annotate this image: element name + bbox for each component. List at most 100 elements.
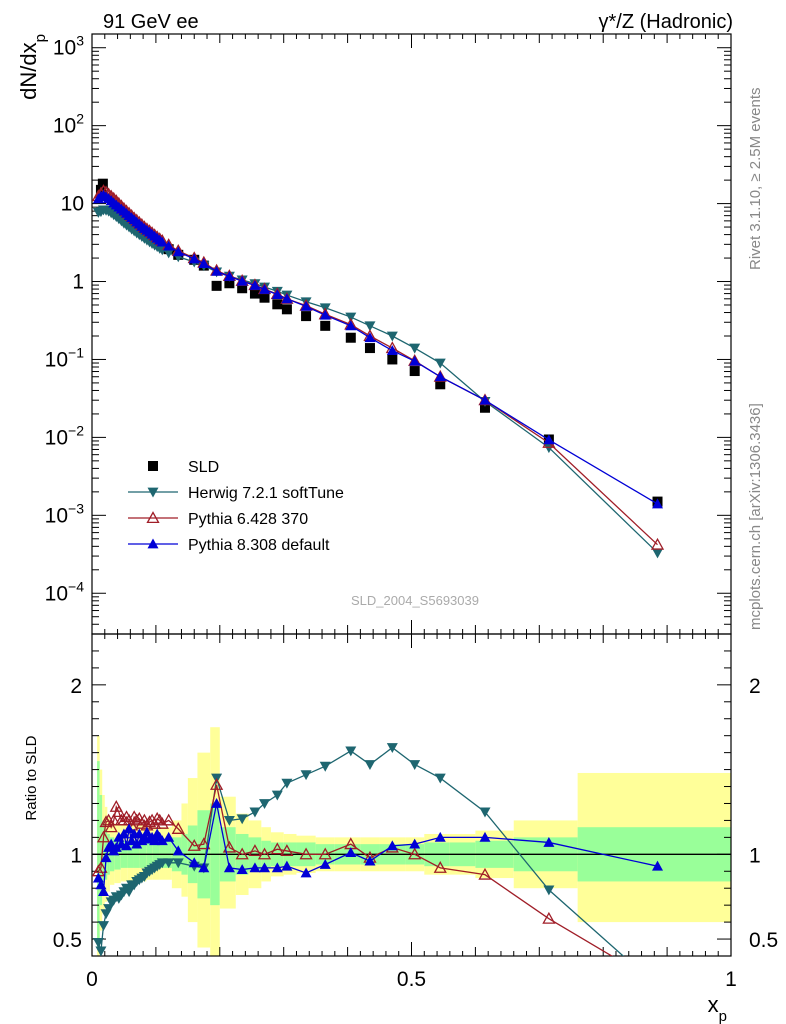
ratio-y-tick-label-right: 1 bbox=[749, 844, 761, 867]
ratio-y-axis-label: Ratio to SLD bbox=[23, 735, 40, 820]
data-point bbox=[162, 813, 176, 826]
legend-marker bbox=[148, 461, 158, 471]
data-point bbox=[318, 847, 332, 860]
data-point bbox=[235, 847, 249, 860]
band-inner-bin bbox=[102, 820, 105, 892]
data-point bbox=[249, 807, 261, 818]
y-tick-label: 1 bbox=[72, 271, 84, 294]
data-point bbox=[156, 835, 168, 846]
data-point bbox=[107, 813, 121, 826]
right-title: γ*/Z (Hadronic) bbox=[599, 11, 733, 33]
y-tick-label: 10−2 bbox=[45, 422, 85, 449]
y-tick-label: 10−3 bbox=[45, 500, 85, 527]
data-marks bbox=[91, 178, 731, 956]
data-point bbox=[479, 831, 491, 842]
data-point bbox=[271, 862, 283, 873]
ratio-y-tick-label: 2 bbox=[70, 675, 82, 698]
data-point bbox=[130, 813, 144, 826]
left-title: 91 GeV ee bbox=[103, 11, 199, 33]
data-point bbox=[94, 861, 108, 873]
data-point bbox=[97, 178, 108, 189]
data-point bbox=[223, 816, 235, 826]
data-point bbox=[198, 258, 210, 268]
band-inner-bin bbox=[99, 795, 103, 906]
data-point bbox=[543, 885, 555, 896]
data-point bbox=[345, 746, 357, 757]
data-point bbox=[95, 946, 107, 956]
data-point bbox=[163, 240, 175, 251]
data-point bbox=[92, 938, 104, 948]
x-axis-label: xp bbox=[708, 992, 727, 1024]
data-point bbox=[300, 867, 312, 878]
data-point bbox=[650, 537, 665, 550]
data-point bbox=[434, 371, 446, 382]
data-point bbox=[364, 760, 376, 770]
data-point bbox=[364, 332, 376, 343]
main-series-herwig-7-2-1-softtune bbox=[92, 205, 664, 559]
data-point bbox=[320, 320, 331, 331]
data-point bbox=[543, 836, 555, 847]
data-point bbox=[99, 815, 113, 828]
data-point bbox=[542, 911, 556, 924]
data-point bbox=[409, 355, 421, 366]
data-point bbox=[249, 862, 261, 873]
data-point bbox=[364, 343, 375, 354]
data-point bbox=[172, 845, 184, 856]
data-point bbox=[118, 828, 130, 839]
data-point bbox=[197, 837, 211, 850]
data-point bbox=[319, 761, 331, 772]
data-point bbox=[236, 275, 248, 286]
data-point bbox=[236, 864, 248, 874]
data-point bbox=[299, 847, 313, 860]
watermark: SLD_2004_S5693039 bbox=[351, 593, 479, 608]
legend-entry: Pythia 6.428 370 bbox=[128, 511, 308, 528]
data-point bbox=[110, 842, 122, 852]
data-point bbox=[188, 857, 200, 868]
data-point bbox=[131, 838, 143, 849]
data-point bbox=[345, 332, 356, 343]
data-point bbox=[198, 862, 210, 873]
series-line bbox=[97, 190, 658, 546]
data-point bbox=[300, 300, 312, 311]
side-label-bottom: mcplots.cern.ch [arXiv:1306.3436] bbox=[747, 403, 764, 630]
data-point bbox=[271, 289, 283, 299]
data-point bbox=[188, 253, 200, 264]
y-tick-label: 103 bbox=[53, 33, 84, 60]
data-point bbox=[434, 773, 446, 784]
data-point bbox=[98, 886, 110, 896]
data-point bbox=[319, 858, 331, 869]
data-point bbox=[249, 288, 260, 299]
data-point bbox=[104, 820, 118, 833]
data-point bbox=[222, 840, 236, 853]
y-tick-label: 10−4 bbox=[45, 578, 85, 605]
data-point bbox=[211, 280, 222, 291]
data-point bbox=[155, 816, 169, 829]
ratio-series-pythia-8-308-default bbox=[92, 797, 664, 896]
y-tick-label: 10−1 bbox=[45, 344, 85, 371]
y-axis-label: dN/dxp bbox=[16, 34, 49, 100]
data-point bbox=[100, 852, 112, 863]
ratio-y-tick-label-right: 2 bbox=[749, 675, 761, 698]
data-point bbox=[543, 434, 555, 445]
legend-label: Pythia 8.308 default bbox=[188, 537, 330, 554]
main-series-pythia-8-308-default bbox=[92, 189, 664, 509]
ratio-series-herwig-7-2-1-softtune bbox=[92, 743, 625, 956]
data-point bbox=[409, 838, 421, 849]
data-point bbox=[479, 807, 491, 818]
data-point bbox=[259, 862, 271, 873]
ratio-series-pythia-6-428-370 bbox=[92, 777, 614, 956]
data-point bbox=[150, 811, 164, 824]
data-point bbox=[156, 236, 168, 247]
side-label-top: Rivet 3.1.10, ≥ 2.5M events bbox=[747, 88, 764, 271]
data-point bbox=[364, 321, 376, 332]
data-point bbox=[345, 312, 357, 323]
data-point bbox=[224, 278, 235, 289]
data-point bbox=[652, 860, 664, 871]
data-point bbox=[163, 831, 175, 842]
data-point bbox=[386, 345, 398, 355]
data-point bbox=[386, 331, 398, 342]
data-point bbox=[211, 797, 223, 808]
data-point bbox=[281, 304, 292, 315]
data-point bbox=[123, 823, 135, 834]
